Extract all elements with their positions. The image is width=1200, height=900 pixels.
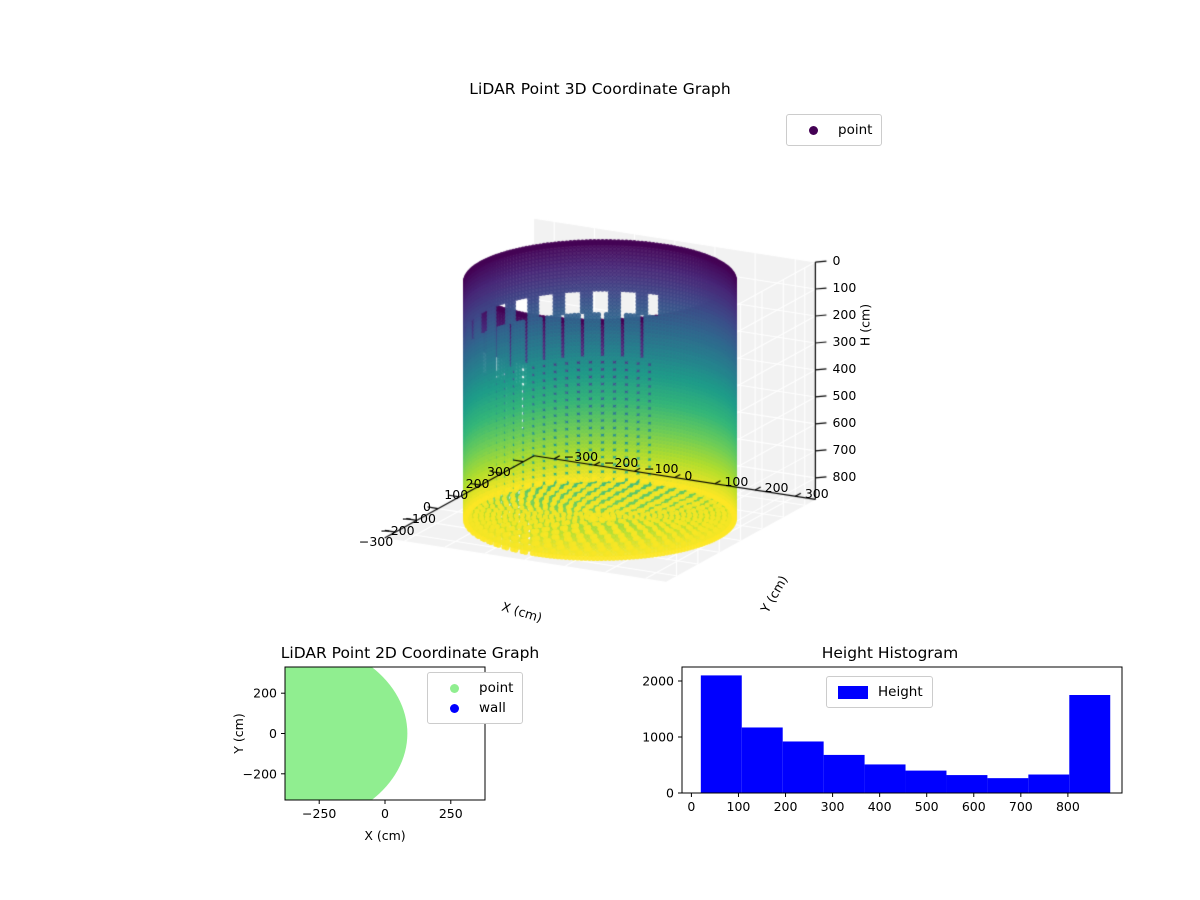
- plot3d-title: LiDAR Point 3D Coordinate Graph: [469, 80, 731, 98]
- plot3d-zlabel: H (cm): [857, 303, 873, 347]
- legend-patch-icon: [836, 685, 870, 699]
- plot2d-legend: point wall: [427, 672, 524, 724]
- plot2d-ylabel: Y (cm): [231, 713, 246, 754]
- plot3d-axes: −300 −200 −100 0 100 200 300 −300 −200 −100 0 100 20…: [300, 100, 920, 660]
- plot3d-ztick: 600: [832, 414, 857, 430]
- plot3d-ztick: 700: [832, 441, 857, 457]
- plot2d-axes: −250 0 250 200 0 −200 X (cm) Y (cm): [200, 645, 620, 865]
- plot3d-xtick: 300: [487, 463, 511, 479]
- plot3d-ztick: 800: [832, 468, 857, 484]
- plot2d-xlabel: X (cm): [364, 828, 405, 843]
- plot2d-svg: −250 0 250 200 0 −200 X (cm) Y (cm): [231, 666, 486, 843]
- plot3d-xtick: 100: [444, 487, 469, 503]
- plot3d-ytick: 0: [684, 467, 693, 483]
- histogram-ytick-label: 0: [666, 786, 674, 801]
- plot3d-ytick: 100: [724, 473, 749, 489]
- histogram-xtick-label: 600: [962, 799, 986, 814]
- legend-swatch: [808, 125, 818, 135]
- legend-swatch: [449, 683, 459, 693]
- histogram-title: Height Histogram: [821, 644, 959, 662]
- histogram-xtick-label: 800: [1056, 799, 1080, 814]
- legend-entry: point: [796, 120, 872, 140]
- legend-entry: Height: [836, 682, 923, 702]
- legend-label: point: [479, 680, 514, 696]
- histogram-bar: [1028, 774, 1070, 793]
- plot3d-ztick: 400: [832, 360, 857, 376]
- legend-swatch: [838, 685, 868, 699]
- histogram-xtick-label: 300: [821, 799, 845, 814]
- legend-dot-icon: [796, 125, 830, 135]
- histogram-bar: [864, 764, 906, 793]
- legend-label: wall: [479, 700, 506, 716]
- plot3d-ytick: −200: [603, 455, 639, 471]
- histogram-bar: [741, 727, 783, 793]
- histogram-bar: [905, 770, 947, 793]
- plot3d-legend: point: [786, 114, 883, 146]
- histogram-xtick-label: 0: [687, 799, 695, 814]
- plot3d-ytick: −100: [644, 461, 679, 477]
- histogram-ytick-label: 2000: [642, 674, 674, 689]
- legend-entry: wall: [437, 698, 513, 718]
- plot3d-ztick: 0: [832, 253, 841, 269]
- plot3d-canvas: [300, 100, 920, 660]
- plot3d-xtick: −300: [358, 534, 394, 550]
- legend-label: point: [838, 122, 873, 138]
- histogram-xtick-label: 100: [727, 799, 751, 814]
- histogram-axes: 0 100 200 300 400 500 600 700 800 0 1000 2000: [640, 645, 1140, 845]
- legend-entry: point: [437, 678, 513, 698]
- histogram-xtick-label: 400: [868, 799, 892, 814]
- plot3d-ytick: −300: [563, 448, 599, 464]
- plot2d-title: LiDAR Point 2D Coordinate Graph: [280, 644, 540, 662]
- histogram-bar: [946, 775, 988, 793]
- histogram-xtick-label: 700: [1009, 799, 1033, 814]
- histogram-bar: [700, 675, 742, 793]
- histogram-bars: [700, 675, 1111, 793]
- histogram-bar: [987, 778, 1029, 793]
- plot2d-xtick-label: 250: [439, 806, 463, 821]
- plot2d-xtick-label: 0: [381, 806, 389, 821]
- plot2d-ytick-label: 0: [269, 726, 277, 741]
- legend-dot-icon: [437, 683, 471, 693]
- histogram-bar: [1069, 695, 1111, 793]
- histogram-ytick-label: 1000: [642, 730, 674, 745]
- histogram-svg: 0 100 200 300 400 500 600 700 800 0 1000 2000: [642, 666, 1123, 814]
- histogram-xtick-label: 500: [915, 799, 939, 814]
- histogram-bar: [782, 741, 824, 793]
- plot3d-xtick: 0: [422, 499, 431, 515]
- histogram-bar: [823, 754, 865, 793]
- plot3d-ztick: 200: [832, 307, 857, 322]
- plot3d-ztick: 300: [832, 333, 857, 349]
- plot3d-ytick: 300: [804, 486, 829, 502]
- plot2d-ytick-label: −200: [243, 766, 277, 781]
- plot3d-ztick: 500: [832, 387, 857, 403]
- legend-dot-icon: [437, 703, 471, 713]
- histogram-xtick-label: 200: [774, 799, 798, 814]
- histogram-frame: [681, 666, 1123, 794]
- plot3d-xtick: 200: [465, 475, 490, 491]
- histogram-legend: Height: [826, 676, 933, 708]
- plot3d-ytick: 200: [764, 480, 789, 496]
- plot3d-xtick: −100: [401, 510, 436, 526]
- plot2d-xtick-label: −250: [302, 806, 336, 821]
- legend-label: Height: [878, 684, 923, 700]
- plot2d-point-region: [285, 667, 408, 800]
- plot3d-xtick: −200: [380, 522, 415, 538]
- plot2d-ytick-label: 200: [253, 686, 277, 701]
- plot3d-ztick: 100: [832, 280, 857, 296]
- legend-swatch: [449, 703, 459, 713]
